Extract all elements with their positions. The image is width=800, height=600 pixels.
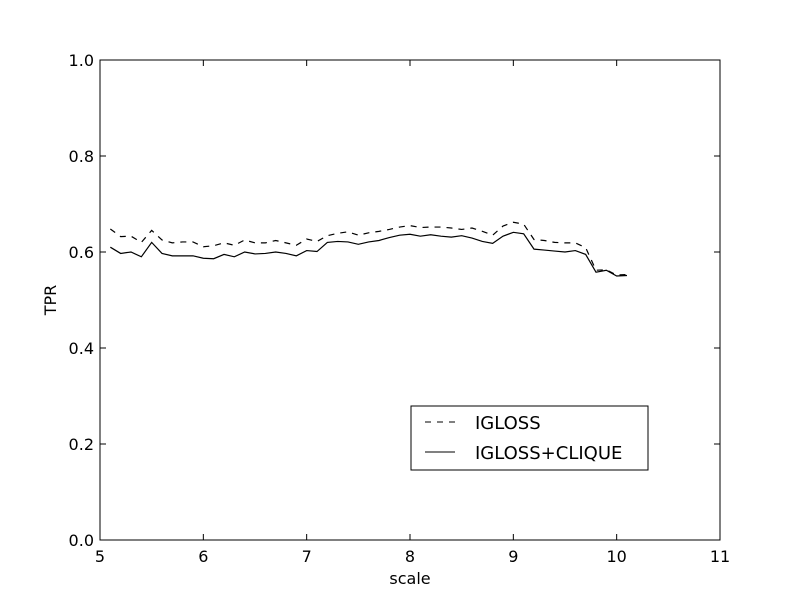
y-tick-labels: 0.0 0.2 0.4 0.6 0.8 1.0 (69, 51, 94, 550)
x-tick-label: 5 (95, 547, 105, 566)
x-tick-labels: 5 6 7 8 9 10 11 (95, 547, 730, 566)
x-axis-label: scale (389, 569, 430, 588)
legend: IGLOSS IGLOSS+CLIQUE (410, 405, 649, 471)
x-tick-label: 10 (606, 547, 626, 566)
x-tick-label: 7 (302, 547, 312, 566)
y-tick-label: 0.8 (69, 147, 94, 166)
x-tick-label: 9 (508, 547, 518, 566)
y-tick-label: 0.4 (69, 339, 94, 358)
y-tick-label: 0.2 (69, 435, 94, 454)
y-tick-label: 0.6 (69, 243, 94, 262)
legend-label-igloss-clique: IGLOSS+CLIQUE (475, 443, 622, 464)
x-tick-label: 11 (710, 547, 730, 566)
y-tick-label: 0.0 (69, 531, 94, 550)
axis-ticks (99, 59, 721, 541)
series-lines (109, 221, 628, 277)
y-axis-label: TPR (41, 285, 60, 317)
legend-label-igloss: IGLOSS (475, 413, 541, 434)
x-tick-label: 6 (198, 547, 208, 566)
legend-box (410, 405, 649, 471)
series-line-igloss-clique (110, 231, 628, 277)
x-tick-label: 8 (405, 547, 415, 566)
y-tick-label: 1.0 (69, 51, 94, 70)
series-line-igloss (109, 221, 628, 276)
